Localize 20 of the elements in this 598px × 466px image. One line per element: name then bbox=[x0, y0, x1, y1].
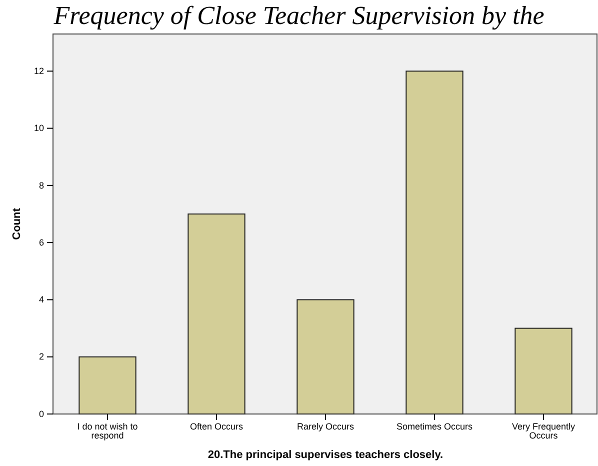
x-tick-label: Rarely Occurs bbox=[296, 421, 354, 432]
y-tick-label: 6 bbox=[38, 237, 44, 248]
chart-title: Frequency of Close Teacher Supervision by the bbox=[52, 1, 544, 30]
bar bbox=[188, 214, 246, 414]
y-tick-label: 4 bbox=[38, 294, 44, 305]
bar bbox=[78, 356, 136, 414]
x-tick-label: I do not wish to respond bbox=[77, 421, 138, 440]
y-tick-label: 2 bbox=[38, 352, 44, 362]
y-axis-title: Count bbox=[11, 208, 23, 240]
x-tick-label: Often Occurs bbox=[190, 421, 244, 432]
y-tick-label: 0 bbox=[38, 408, 44, 419]
y-tick-label: 10 bbox=[34, 123, 44, 134]
y-tick-label: 12 bbox=[34, 66, 44, 76]
bar bbox=[296, 299, 354, 414]
bar bbox=[514, 328, 572, 414]
x-tick-label: Very Frequently Occurs bbox=[512, 421, 576, 440]
bar bbox=[406, 70, 464, 414]
x-axis-title: 20.The principal supervises teachers closely. bbox=[208, 449, 444, 461]
y-tick-label: 8 bbox=[38, 180, 44, 190]
x-tick-label: Sometimes Occurs bbox=[396, 421, 473, 432]
